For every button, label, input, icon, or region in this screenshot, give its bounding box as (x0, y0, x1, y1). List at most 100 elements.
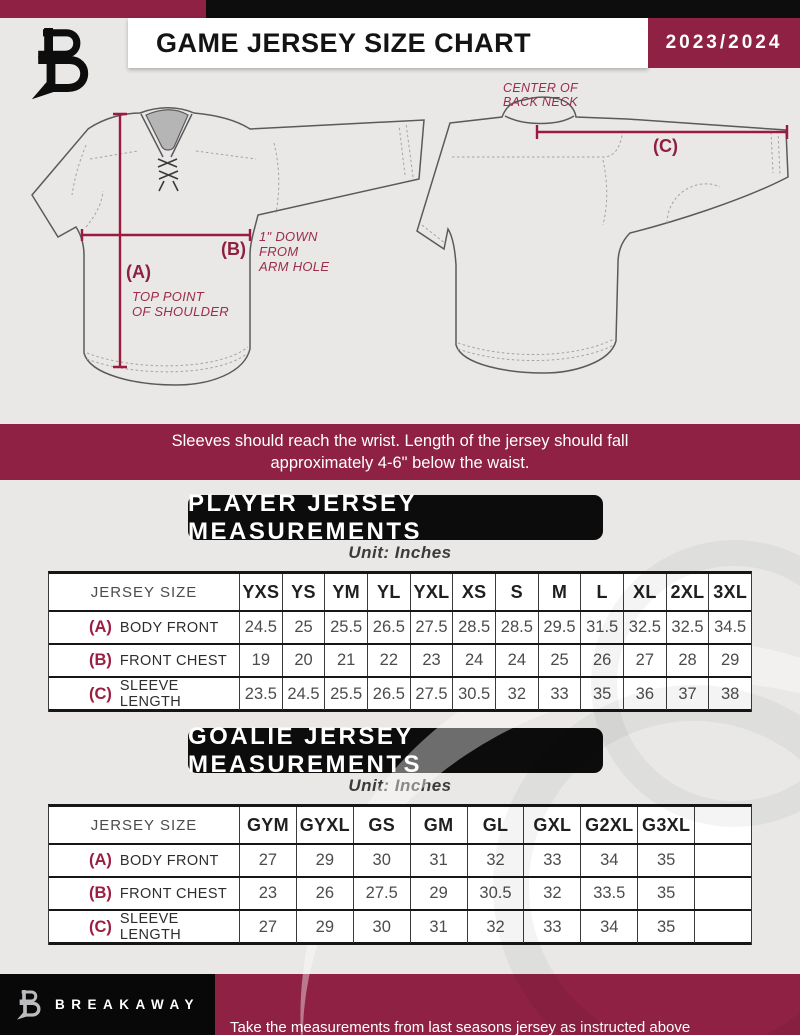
measurement-cell: 35 (637, 845, 694, 876)
measurement-cell: 32 (466, 845, 524, 876)
measurement-cell: 29 (295, 911, 353, 943)
row-key: (C) (89, 917, 112, 936)
measurement-cell: 28.5 (495, 612, 538, 643)
measurement-cell: 26.5 (367, 612, 410, 643)
table-header-row: JERSEY SIZE YXS YS YM YL YXL XS S M L XL 2XL 3XL (49, 574, 751, 612)
footer-instructions-panel (215, 974, 800, 1035)
measurement-cell: 31.5 (580, 612, 623, 643)
footer-brand-panel: BREAKAWAY (0, 974, 215, 1035)
top-strip-accent (0, 0, 206, 18)
measure-note-c: CENTER OF BACK NECK (503, 81, 578, 109)
row-key: (C) (89, 684, 112, 703)
size-column-header: YS (281, 574, 325, 610)
row-label: (A) BODY FRONT (49, 845, 239, 876)
size-column-header: M (537, 574, 581, 610)
title-bar: GAME JERSEY SIZE CHART (128, 18, 648, 68)
measurement-cell: 27 (623, 645, 666, 676)
footer-instructions: Take the measurements from last seasons … (230, 980, 790, 1035)
measurement-cell: 20 (281, 645, 325, 676)
size-column-header: G2XL (580, 807, 637, 843)
note-line: OF SHOULDER (132, 304, 229, 319)
measurement-cell: 19 (239, 645, 282, 676)
size-column-header: YL (367, 574, 410, 610)
measurement-cell (694, 911, 751, 943)
measurement-cell: 34 (580, 911, 637, 943)
measurement-cell: 24 (495, 645, 538, 676)
fit-note-banner: Sleeves should reach the wrist. Length o… (0, 424, 800, 480)
measurement-cell: 22 (367, 645, 410, 676)
measurement-cell: 29 (708, 645, 751, 676)
measure-label-b: (B) (221, 239, 246, 259)
goalie-section-title: GOALIE JERSEY MEASUREMENTS (188, 723, 603, 778)
note-line: TOP POINT (132, 289, 205, 304)
jersey-size-header: JERSEY SIZE (90, 816, 198, 834)
measurement-cell: 30.5 (466, 878, 524, 909)
measurement-cell: 28.5 (452, 612, 495, 643)
size-column-header (694, 807, 751, 843)
measurement-cell: 34.5 (708, 612, 751, 643)
row-key: (B) (89, 651, 112, 669)
measurement-cell: 25 (281, 612, 325, 643)
measurement-cell: 24 (452, 645, 495, 676)
back-jersey-diagram (416, 96, 789, 374)
row-label: (C) SLEEVE LENGTH (49, 678, 239, 710)
measurement-cell: 24.5 (281, 678, 325, 710)
size-column-header: YM (324, 574, 367, 610)
measurement-cell: 30 (352, 845, 410, 876)
page-title: GAME JERSEY SIZE CHART (156, 27, 532, 58)
measurement-cell: 24.5 (239, 612, 282, 643)
jersey-size-header: JERSEY SIZE (90, 583, 198, 601)
note-line: CENTER OF (503, 81, 578, 95)
table-row: (B) FRONT CHEST 19 20 21 22 23 24 24 25 26 27 28 29 (49, 645, 751, 678)
size-column-header: GYM (239, 807, 296, 843)
measure-label-c: (C) (653, 136, 678, 156)
measurement-cell: 33 (523, 911, 580, 943)
row-key: (A) (89, 851, 112, 869)
breakaway-b-logo-footer (16, 989, 41, 1020)
row-name: FRONT CHEST (119, 652, 228, 669)
measurement-cell: 26 (295, 878, 353, 909)
table-row: (C) SLEEVE LENGTH 27 29 30 31 32 33 34 35 (49, 911, 751, 945)
measurement-cell: 32.5 (623, 612, 666, 643)
measurement-cell: 32 (495, 678, 538, 710)
player-size-table: JERSEY SIZE YXS YS YM YL YXL XS S M L XL 2XL 3XL (A… (48, 571, 752, 712)
measurement-cell: 32 (523, 878, 580, 909)
measurement-cell: 35 (637, 911, 694, 943)
player-unit-label: Unit: Inches (348, 543, 452, 562)
measurement-cell (694, 845, 751, 876)
note-line: BACK NECK (503, 95, 578, 109)
measurement-cell: 27.5 (409, 678, 453, 710)
measurement-cell: 35 (580, 678, 623, 710)
measure-note-b: 1" DOWN FROM ARM HOLE (259, 229, 329, 274)
measurement-cell: 27 (239, 911, 296, 943)
measurement-cell: 28 (665, 645, 709, 676)
measurement-cell: 25.5 (324, 678, 367, 710)
measurement-cell: 25 (537, 645, 581, 676)
measurement-cell: 36 (623, 678, 666, 710)
footer-line: Take the measurements from last seasons … (230, 1019, 691, 1035)
measurement-cell: 26.5 (367, 678, 410, 710)
size-column-header: XS (452, 574, 495, 610)
note-line: FROM (259, 244, 299, 259)
size-column-header: GS (352, 807, 410, 843)
measurement-cell: 32.5 (665, 612, 709, 643)
table-row: (C) SLEEVE LENGTH 23.5 24.5 25.5 26.5 27.5 30… (49, 678, 751, 712)
row-key: (B) (89, 884, 112, 902)
goalie-size-table: JERSEY SIZE GYM GYXL GS GM GL GXL G2XL G3XL (A)… (48, 804, 752, 945)
row-name: BODY FRONT (119, 852, 219, 869)
measurement-cell: 35 (637, 878, 694, 909)
measurement-cell: 25.5 (324, 612, 367, 643)
season-badge: 2023/2024 (648, 18, 800, 68)
measurement-cell: 33 (523, 845, 580, 876)
measurement-cell: 29 (295, 845, 353, 876)
measurement-cell: 27 (239, 845, 296, 876)
measurement-cell: 23.5 (239, 678, 282, 710)
measurement-cell: 26 (580, 645, 623, 676)
size-column-header: GXL (523, 807, 580, 843)
measurement-cell: 21 (324, 645, 367, 676)
size-column-header: 2XL (665, 574, 709, 610)
measurement-cell: 33 (537, 678, 581, 710)
table-row: (A) BODY FRONT 24.5 25 25.5 26.5 27.5 28.5 28.… (49, 612, 751, 645)
size-column-header: 3XL (708, 574, 751, 610)
